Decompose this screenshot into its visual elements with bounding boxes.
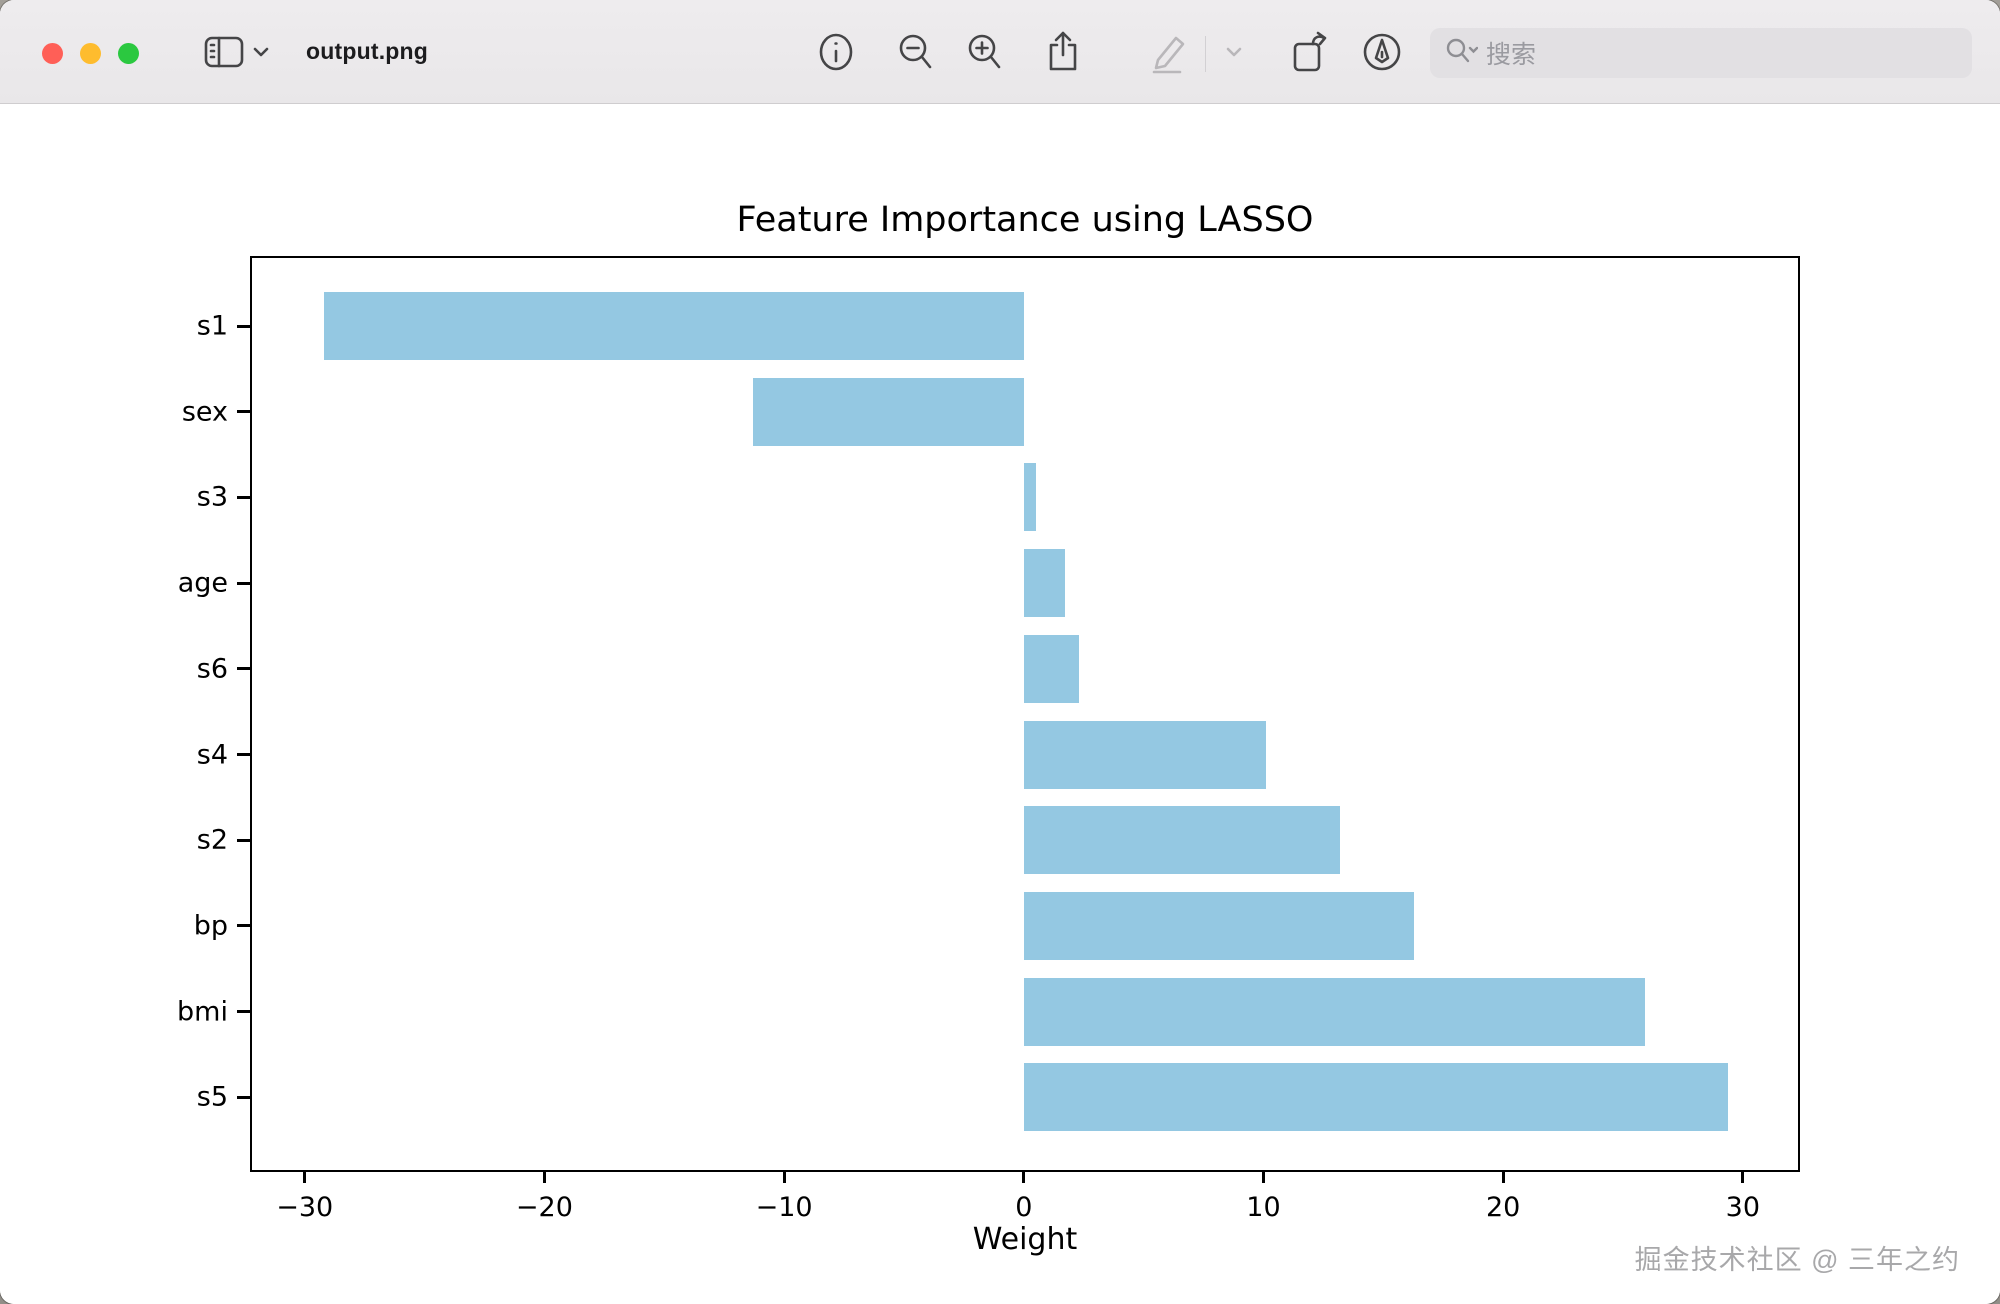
y-tick xyxy=(237,581,250,585)
y-tick-label: bmi xyxy=(177,996,228,1028)
zoom-out-button[interactable] xyxy=(891,30,939,78)
sidebar-menu-button[interactable] xyxy=(246,30,276,78)
x-axis-label: Weight xyxy=(972,1222,1078,1257)
y-tick-label: s2 xyxy=(196,824,228,856)
x-tick xyxy=(542,1170,546,1183)
markup-menu-button[interactable] xyxy=(1216,30,1252,78)
info-icon xyxy=(816,30,856,79)
watermark: 掘金技术社区 @ 三年之约 xyxy=(1634,1245,1960,1275)
toolbar-divider xyxy=(1205,36,1206,72)
x-tick-label: −20 xyxy=(515,1192,573,1223)
annotate-pen-button[interactable] xyxy=(1358,30,1406,78)
y-tick-label: s6 xyxy=(196,653,228,685)
sidebar-toggle-button[interactable] xyxy=(200,30,248,78)
bar-sex xyxy=(752,377,1024,446)
y-tick-label: sex xyxy=(181,396,228,428)
x-tick xyxy=(1261,1170,1265,1183)
minimize-button[interactable] xyxy=(80,43,101,64)
x-tick-label: −30 xyxy=(276,1192,334,1223)
x-tick xyxy=(1501,1170,1505,1183)
bar-s3 xyxy=(1023,463,1036,532)
x-tick xyxy=(1741,1170,1745,1183)
bar-s5 xyxy=(1023,1063,1729,1132)
bar-age xyxy=(1023,549,1065,618)
image-canvas: Feature Importance using LASSO s1 sex s3 ag… xyxy=(0,105,2000,1304)
y-tick xyxy=(237,838,250,842)
y-tick-label: s1 xyxy=(196,310,228,342)
y-tick xyxy=(237,495,250,499)
y-tick-label: bp xyxy=(193,910,228,942)
chevron-down-icon xyxy=(251,45,271,64)
y-tick xyxy=(237,324,250,328)
y-tick xyxy=(237,410,250,414)
search-input[interactable]: 搜索 xyxy=(1430,28,1972,78)
share-icon xyxy=(1043,29,1083,80)
bar-s2 xyxy=(1023,806,1341,875)
y-tick xyxy=(237,753,250,756)
bar-bmi xyxy=(1023,977,1645,1046)
y-tick xyxy=(237,667,250,671)
chevron-down-icon xyxy=(1224,45,1244,64)
close-button[interactable] xyxy=(42,43,63,64)
bar-s6 xyxy=(1023,634,1079,703)
zoom-in-button[interactable] xyxy=(960,30,1008,78)
info-button[interactable] xyxy=(812,30,860,78)
y-tick-label: age xyxy=(177,567,228,599)
x-tick-label: 30 xyxy=(1725,1192,1761,1223)
window-title: output.png xyxy=(306,38,429,64)
plot-area: s1 sex s3 age s6 s4 s2 bp bmi s5 −30 −20 −10 0 10 20 30 xyxy=(177,256,1800,1223)
zoom-in-icon xyxy=(964,31,1004,78)
zoom-out-icon xyxy=(895,31,935,78)
y-tick xyxy=(237,924,250,928)
x-tick-label: 0 xyxy=(1015,1192,1033,1223)
markup-pencil-icon xyxy=(1146,30,1188,79)
bar-s4 xyxy=(1023,720,1266,789)
x-tick-label: −10 xyxy=(755,1192,813,1223)
x-tick xyxy=(1022,1170,1026,1183)
search-icon xyxy=(1444,36,1479,71)
pen-circle-icon xyxy=(1360,30,1404,79)
bar-s1 xyxy=(323,292,1024,360)
zoom-window-button[interactable] xyxy=(118,43,139,64)
share-button[interactable] xyxy=(1039,30,1087,78)
y-tick xyxy=(237,1010,250,1014)
chart-title: Feature Importance using LASSO xyxy=(736,200,1314,240)
bar-bp xyxy=(1023,891,1415,960)
x-tick-label: 10 xyxy=(1246,1192,1281,1223)
y-tick xyxy=(237,1095,250,1099)
x-tick-label: 20 xyxy=(1485,1192,1521,1223)
search-placeholder: 搜索 xyxy=(1486,41,1537,69)
rotate-icon xyxy=(1289,30,1333,79)
x-tick xyxy=(782,1170,786,1183)
markup-pencil-button[interactable] xyxy=(1143,30,1191,78)
y-tick-label: s4 xyxy=(196,739,228,770)
title-bar: output.png xyxy=(0,0,2000,104)
y-tick-label: s5 xyxy=(196,1081,228,1113)
rotate-button[interactable] xyxy=(1287,30,1335,78)
y-tick-label: s3 xyxy=(196,481,228,513)
x-tick xyxy=(303,1170,307,1183)
sidebar-toggle-icon xyxy=(203,34,245,75)
